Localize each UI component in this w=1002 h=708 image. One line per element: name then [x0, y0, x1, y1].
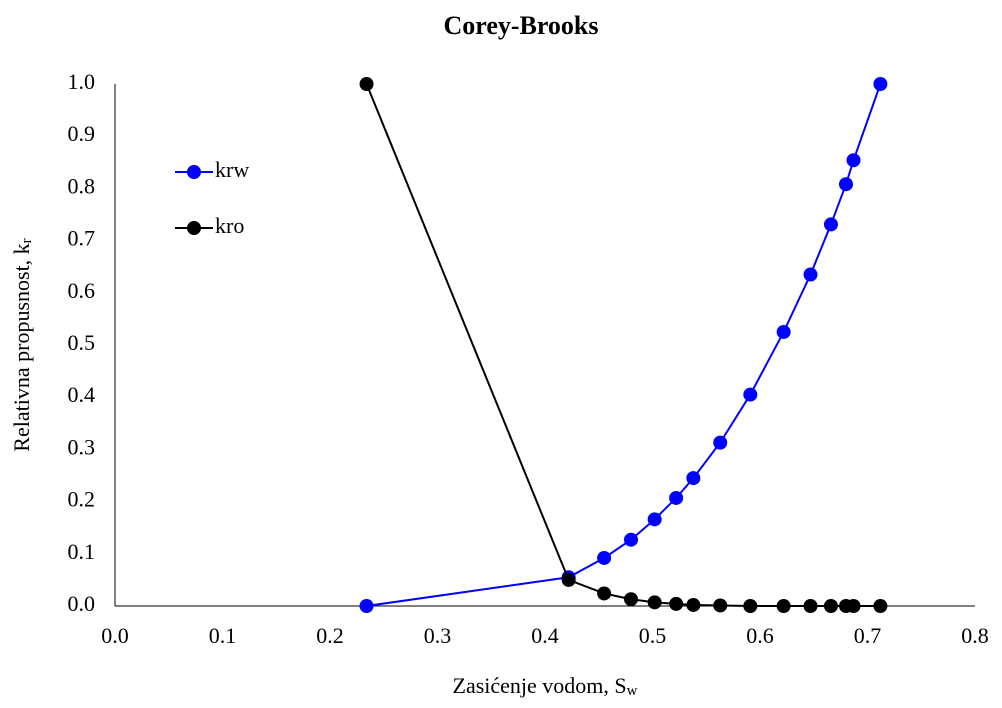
- y-tick-label: 0.0: [68, 591, 96, 616]
- point: [713, 598, 728, 613]
- y-tick-label: 0.6: [68, 278, 96, 303]
- legend-label: krw: [215, 157, 249, 182]
- legend-marker: [187, 221, 201, 235]
- point: [669, 596, 684, 611]
- point: [686, 597, 701, 612]
- point: [359, 77, 374, 91]
- point: [803, 267, 818, 282]
- series-line: [366, 83, 882, 607]
- legend-marker: [187, 165, 201, 179]
- point: [561, 572, 576, 587]
- point: [597, 550, 612, 565]
- x-tick-label: 0.8: [961, 623, 989, 648]
- point: [686, 471, 701, 486]
- point: [846, 153, 861, 168]
- y-axis-label-main: Relativna propusnost, k: [9, 243, 34, 451]
- x-tick-label: 0.6: [746, 623, 774, 648]
- x-tick-label: 0.5: [639, 623, 667, 648]
- y-axis-label-sub: r: [19, 238, 35, 243]
- point: [776, 599, 791, 613]
- point: [359, 599, 374, 613]
- y-tick-label: 0.4: [68, 382, 96, 407]
- point: [669, 490, 684, 505]
- legend-label: kro: [215, 213, 244, 238]
- y-tick-label: 0.2: [68, 487, 96, 512]
- point: [839, 177, 853, 192]
- point: [776, 324, 791, 339]
- y-axis-label: Relativna propusnost, kr: [9, 238, 35, 451]
- x-axis-label: Zasićenje vodom, Sw: [453, 673, 638, 699]
- point: [624, 592, 638, 607]
- x-tick-label: 0.3: [424, 623, 452, 648]
- x-tick-label: 0.4: [531, 623, 559, 648]
- x-tick-label: 0.1: [209, 623, 237, 648]
- point: [647, 512, 662, 527]
- x-axis-label-main: Zasićenje vodom, S: [453, 673, 627, 698]
- x-tick-label: 0.7: [854, 623, 882, 648]
- y-tick-label: 0.1: [68, 539, 96, 564]
- point: [743, 387, 758, 402]
- y-tick-label: 1.0: [68, 69, 96, 94]
- chart-title: Corey-Brooks: [443, 11, 598, 40]
- x-axis-label-sub: w: [627, 683, 638, 699]
- point: [597, 586, 612, 601]
- x-tick-label: 0.0: [101, 623, 129, 648]
- point: [846, 599, 861, 613]
- y-tick-label: 0.5: [68, 330, 96, 355]
- point: [647, 595, 662, 610]
- point: [803, 599, 818, 613]
- y-tick-label: 0.8: [68, 173, 96, 198]
- point: [624, 532, 638, 547]
- y-tick-label: 0.3: [68, 434, 96, 459]
- point: [743, 599, 758, 613]
- y-tick-label: 0.7: [68, 226, 96, 251]
- point: [823, 217, 838, 232]
- point: [873, 77, 888, 91]
- point: [823, 599, 838, 613]
- x-tick-label: 0.2: [316, 623, 344, 648]
- series-line: [365, 83, 881, 607]
- y-tick-label: 0.9: [68, 121, 96, 146]
- point: [713, 435, 728, 450]
- point: [873, 599, 888, 613]
